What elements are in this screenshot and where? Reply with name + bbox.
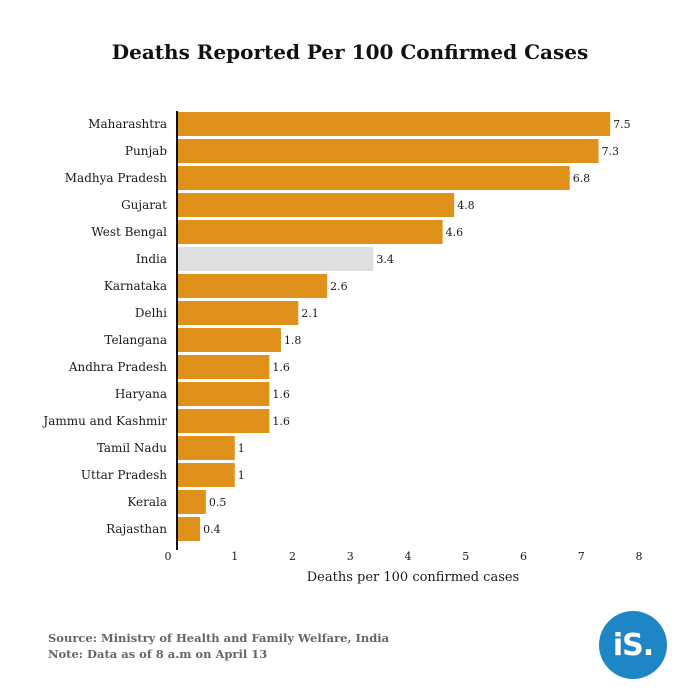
value-label-2: 6.8 — [573, 172, 591, 185]
x-tick-0: 0 — [165, 550, 172, 563]
category-label-14: Kerala — [127, 495, 167, 509]
value-label-0: 7.5 — [613, 118, 631, 131]
bar-1 — [177, 139, 599, 163]
value-label-8: 1.8 — [284, 334, 302, 347]
category-label-8: Telangana — [104, 333, 167, 347]
category-label-10: Haryana — [115, 387, 167, 401]
x-tick-6: 6 — [520, 550, 527, 563]
bar-13 — [177, 463, 235, 487]
value-label-5: 3.4 — [376, 253, 394, 266]
brand-logo: iS. — [599, 611, 667, 679]
category-label-12: Tamil Nadu — [97, 441, 167, 455]
value-label-15: 0.4 — [203, 523, 221, 536]
bar-4 — [177, 220, 443, 244]
x-tick-5: 5 — [462, 550, 469, 563]
category-label-11: Jammu and Kashmir — [41, 414, 167, 428]
category-label-6: Karnataka — [104, 279, 167, 293]
bar-15 — [177, 517, 201, 541]
category-label-5: India — [136, 252, 167, 266]
x-tick-1: 1 — [231, 550, 238, 563]
category-label-15: Rajasthan — [106, 522, 167, 536]
category-label-1: Punjab — [125, 144, 167, 158]
bar-0 — [177, 112, 611, 136]
bar-2 — [177, 166, 570, 190]
bar-14 — [177, 490, 206, 514]
data-note: Note: Data as of 8 a.m on April 13 — [48, 647, 268, 661]
bar-5 — [177, 247, 374, 271]
value-label-6: 2.6 — [330, 280, 348, 293]
value-label-11: 1.6 — [272, 415, 290, 428]
category-label-7: Delhi — [135, 306, 167, 320]
bar-11 — [177, 409, 270, 433]
chart-title: Deaths Reported Per 100 Confirmed Cases — [111, 40, 589, 64]
chart-footer: Source: Ministry of Health and Family We… — [48, 630, 389, 662]
value-label-1: 7.3 — [602, 145, 620, 158]
x-tick-7: 7 — [578, 550, 585, 563]
value-label-13: 1 — [238, 469, 245, 482]
value-label-7: 2.1 — [301, 307, 319, 320]
bar-6 — [177, 274, 328, 298]
bar-9 — [177, 355, 270, 379]
source-note: Source: Ministry of Health and Family We… — [48, 631, 390, 645]
value-label-14: 0.5 — [209, 496, 227, 509]
value-label-9: 1.6 — [272, 361, 290, 374]
bar-chart: Maharashtra 7.5 Punjab 7.3 Madhya Pradesh 6.8… — [41, 111, 643, 585]
category-label-9: Andhra Pradesh — [68, 360, 167, 374]
bar-7 — [177, 301, 299, 325]
x-tick-8: 8 — [636, 550, 643, 563]
x-tick-2: 2 — [289, 550, 296, 563]
bar-12 — [177, 436, 235, 460]
value-label-4: 4.6 — [446, 226, 464, 239]
value-label-12: 1 — [238, 442, 245, 455]
x-tick-4: 4 — [405, 550, 412, 563]
value-label-3: 4.8 — [457, 199, 475, 212]
value-label-10: 1.6 — [272, 388, 290, 401]
x-axis-label: Deaths per 100 confirmed cases — [307, 570, 519, 585]
category-label-13: Uttar Pradesh — [81, 468, 167, 482]
category-label-2: Madhya Pradesh — [65, 171, 168, 185]
x-tick-3: 3 — [347, 550, 354, 563]
category-label-0: Maharashtra — [88, 117, 167, 131]
category-label-3: Gujarat — [121, 198, 167, 212]
bar-10 — [177, 382, 270, 406]
bar-8 — [177, 328, 281, 352]
bar-3 — [177, 193, 455, 217]
category-label-4: West Bengal — [91, 225, 167, 239]
